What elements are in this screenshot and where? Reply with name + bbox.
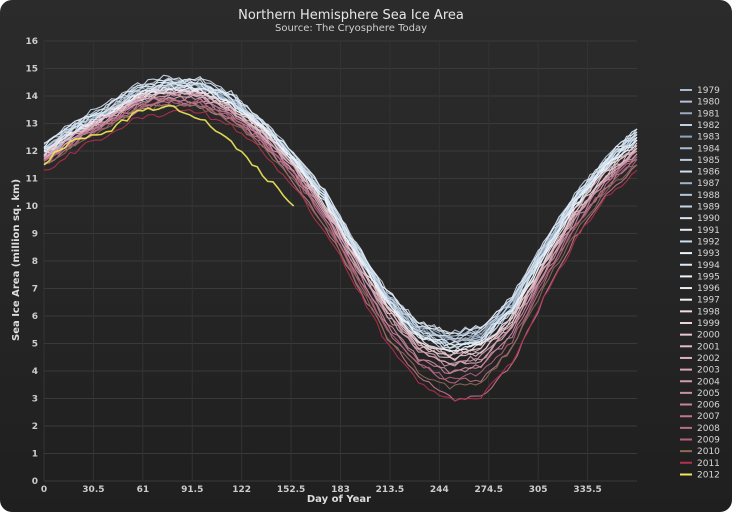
y-tick-label: 16 [25, 37, 38, 47]
legend-label: 1982 [697, 121, 720, 131]
legend-label: 1990 [697, 214, 720, 224]
legend-label: 2000 [697, 331, 720, 341]
x-tick-label: 305 [529, 485, 548, 495]
y-tick-label: 13 [25, 120, 38, 130]
y-tick-label: 1 [32, 450, 38, 460]
legend-label: 1997 [697, 296, 720, 306]
y-tick-label: 15 [25, 65, 38, 75]
y-tick-label: 11 [25, 175, 38, 185]
legend-label: 1993 [697, 249, 720, 259]
x-tick-label: 30.5 [82, 485, 104, 495]
chart-subtitle: Source: The Cryosphere Today [275, 23, 427, 34]
legend-label: 1983 [697, 133, 720, 143]
x-tick-label: 213.5 [376, 485, 404, 495]
legend-label: 2009 [697, 436, 720, 446]
legend-label: 1979 [697, 86, 720, 96]
series-line-1988 [43, 81, 638, 342]
legend-label: 2004 [697, 377, 720, 387]
x-tick-labels: 0 30.5 61 91.5 122 152.5 183 213.5 244 274.5 305 33… [41, 485, 602, 495]
series-line-1992 [43, 81, 638, 340]
y-tick-label: 12 [25, 147, 38, 157]
legend-label: 1995 [697, 272, 720, 282]
y-tick-label: 8 [32, 257, 38, 267]
legend-label: 2010 [697, 447, 720, 457]
x-tick-label: 183 [331, 485, 350, 495]
y-tick-label: 10 [25, 202, 38, 212]
y-tick-label: 7 [32, 285, 38, 295]
legend-label: 2012 [697, 470, 720, 480]
y-tick-label: 3 [32, 395, 38, 405]
legend-label: 2011 [697, 459, 720, 469]
x-tick-label: 61 [137, 485, 150, 495]
x-tick-label: 244 [430, 485, 449, 495]
legend-label: 1985 [697, 156, 720, 166]
x-tick-label: 335.5 [573, 485, 601, 495]
series-line-2003 [43, 91, 638, 366]
series-line-1996 [43, 76, 638, 335]
x-tick-label: 91.5 [181, 485, 203, 495]
legend-label: 2001 [697, 342, 720, 352]
legend-label: 1991 [697, 226, 720, 236]
y-tick-label: 2 [32, 422, 38, 432]
x-tick-label: 152.5 [277, 485, 305, 495]
legend-label: 2006 [697, 401, 720, 411]
x-tick-label: 0 [41, 485, 47, 495]
legend-label: 2007 [697, 412, 720, 422]
series-line-1994 [43, 81, 638, 346]
series-line-2011 [43, 109, 638, 402]
legend-label: 1980 [697, 98, 720, 108]
y-tick-label: 5 [32, 340, 38, 350]
legend-label: 1994 [697, 261, 720, 271]
legend-label: 1988 [697, 191, 720, 201]
legend-label: 1996 [697, 284, 720, 294]
legend-label: 1998 [697, 307, 720, 317]
x-axis-label: Day of Year [307, 494, 371, 505]
legend-label: 1999 [697, 319, 720, 329]
legend-label: 2008 [697, 424, 720, 434]
legend-label: 2005 [697, 389, 720, 399]
x-tick-label: 122 [232, 485, 251, 495]
series-line-2001 [43, 89, 638, 356]
y-tick-label: 9 [32, 230, 38, 240]
y-tick-label: 4 [32, 367, 38, 377]
series-lines [43, 74, 638, 402]
series-line-2010 [43, 102, 638, 390]
legend-label: 1987 [697, 179, 720, 189]
chart-title: Northern Hemisphere Sea Ice Area [238, 8, 464, 23]
series-line-2012 [43, 104, 295, 207]
legend-label: 1989 [697, 203, 720, 213]
y-axis-label: Sea Ice Area (million sq. km) [11, 179, 22, 341]
legend-label: 2002 [697, 354, 720, 364]
legend-label: 1992 [697, 237, 720, 247]
series-line-2000 [43, 91, 638, 362]
legend-label: 2003 [697, 366, 720, 376]
legend-label: 1984 [697, 144, 720, 154]
y-tick-label: 0 [32, 477, 38, 487]
y-tick-label: 6 [32, 312, 38, 322]
series-line-2009 [43, 98, 638, 381]
grid-lines [43, 40, 637, 482]
legend-label: 1986 [697, 168, 720, 178]
x-tick-label: 274.5 [475, 485, 503, 495]
series-line-1986 [43, 74, 638, 337]
series-line-2008 [43, 97, 638, 384]
legend-label: 1981 [697, 109, 720, 119]
y-tick-label: 14 [25, 92, 38, 102]
